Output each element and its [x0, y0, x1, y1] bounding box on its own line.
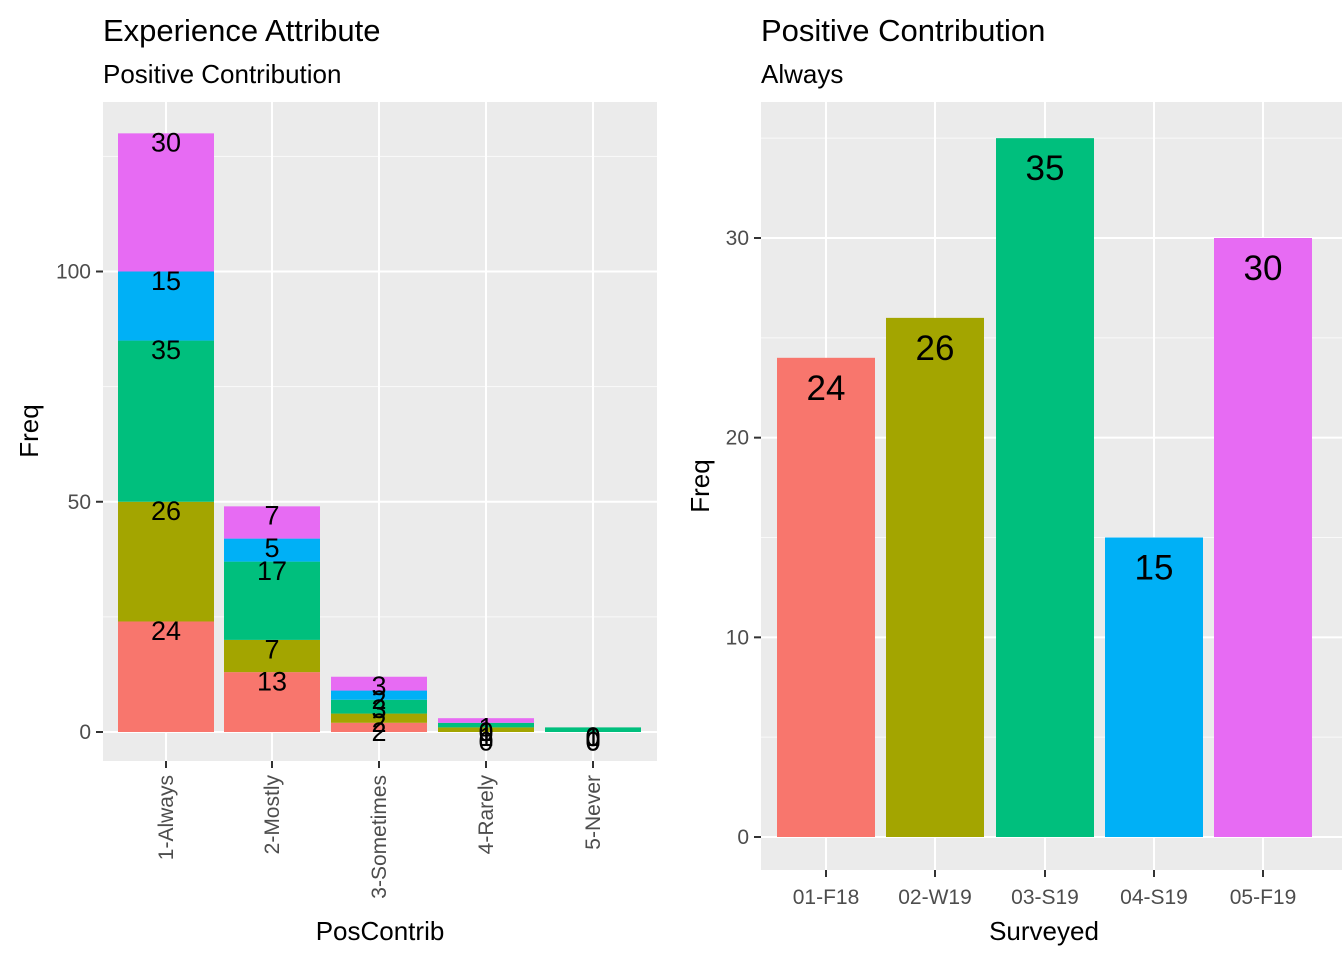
- bar-05-f19: [1214, 238, 1312, 837]
- right-x-tick-label-03-s19: 03-S19: [1011, 886, 1079, 909]
- bar-1-always-03-s19: [118, 340, 214, 502]
- bar-04-s19: [1105, 537, 1203, 837]
- bar-2-mostly-05-f19: [224, 506, 320, 539]
- bar-3-sometimes-04-s19: [331, 690, 427, 700]
- bar-1-always-01-f18: [118, 621, 214, 732]
- right-x-tick-label-02-w19: 02-W19: [898, 886, 972, 909]
- right-chart-title: Positive Contribution: [761, 13, 1045, 48]
- right-data-labels: 24 26 35 15 30: [807, 149, 1283, 587]
- data-label-05-f19: 30: [1244, 249, 1283, 288]
- right-x-axis-title: Surveyed: [989, 916, 1099, 946]
- right-y-tick-label: 0: [737, 826, 749, 849]
- left-x-tick-label-5-never: 5-Never: [582, 775, 605, 850]
- left-chart: Experience Attribute Positive Contributi…: [14, 13, 657, 946]
- bar-2-mostly-03-s19: [224, 561, 320, 640]
- bar-1-always-02-w19: [118, 501, 214, 622]
- bar-1-always-04-s19: [118, 271, 214, 341]
- data-label-2-mostly-05-f19: 7: [264, 501, 279, 531]
- data-label-5-never-04-s19: 0: [585, 722, 600, 752]
- data-label-5-never-02-w19: 0: [585, 726, 600, 756]
- right-y-tick-label: 30: [726, 227, 749, 250]
- left-x-tick-label-3-sometimes: 3-Sometimes: [368, 775, 391, 899]
- data-label-1-always-05-f19: 30: [151, 128, 181, 158]
- data-label-5-never-05-f19: 0: [585, 722, 600, 752]
- left-chart-subtitle: Positive Contribution: [103, 59, 341, 89]
- data-label-3-sometimes-05-f19: 3: [371, 671, 386, 701]
- right-y-axis: 0 10 20 30: [726, 227, 761, 849]
- right-y-tick-label: 20: [726, 427, 749, 450]
- data-label-2-mostly-02-w19: 7: [264, 634, 279, 664]
- left-bars: [118, 133, 641, 732]
- data-label-1-always-02-w19: 26: [151, 496, 181, 526]
- right-x-tick-label-05-f19: 05-F19: [1230, 886, 1297, 909]
- left-y-tick-label: 100: [56, 261, 91, 284]
- data-label-1-always-03-s19: 35: [151, 335, 181, 365]
- bar-03-s19: [996, 138, 1094, 837]
- right-x-axis: 01-F18 02-W19 03-S19 04-S19 05-F19: [793, 870, 1297, 909]
- bar-2-mostly-01-f18: [224, 672, 320, 732]
- data-label-01-f18: 24: [807, 369, 846, 408]
- bar-3-sometimes-03-s19: [331, 699, 427, 714]
- bar-3-sometimes-02-w19: [331, 713, 427, 723]
- data-label-3-sometimes-04-s19: 2: [371, 685, 386, 715]
- bar-02-w19: [886, 317, 984, 837]
- data-label-4-rarely-02-w19: 1: [478, 722, 493, 752]
- bar-4-rarely-03-s19: [438, 722, 534, 728]
- right-x-tick-label-04-s19: 04-S19: [1120, 886, 1188, 909]
- left-x-axis: 1-Always 2-Mostly 3-Sometimes 4-Rarely 5-Nev…: [155, 761, 605, 899]
- data-label-5-never-03-s19: 1: [585, 722, 600, 752]
- data-label-2-mostly-01-f18: 13: [257, 666, 287, 696]
- bar-2-mostly-04-s19: [224, 538, 320, 562]
- left-x-tick-label-4-rarely: 4-Rarely: [475, 775, 498, 855]
- bar-4-rarely-05-f19: [438, 718, 534, 723]
- data-label-4-rarely-04-s19: 0: [478, 717, 493, 747]
- data-label-4-rarely-01-f18: 0: [478, 726, 493, 756]
- data-label-4-rarely-05-f19: 1: [478, 713, 493, 743]
- bar-4-rarely-02-w19: [438, 727, 534, 732]
- data-label-2-mostly-03-s19: 17: [257, 556, 287, 586]
- left-x-axis-title: PosContrib: [316, 916, 445, 946]
- data-label-04-s19: 15: [1135, 549, 1174, 588]
- right-y-tick-label: 10: [726, 626, 749, 649]
- right-x-tick-label-01-f18: 01-F18: [793, 886, 860, 909]
- bar-1-always-05-f19: [118, 133, 214, 272]
- data-label-1-always-04-s19: 15: [151, 266, 181, 296]
- data-label-1-always-01-f18: 24: [151, 616, 181, 646]
- bar-5-never-03-s19: [545, 727, 641, 732]
- bar-2-mostly-02-w19: [224, 639, 320, 673]
- left-y-axis: 0 50 100: [56, 261, 103, 744]
- data-label-3-sometimes-02-w19: 2: [371, 708, 386, 738]
- bar-3-sometimes-05-f19: [331, 676, 427, 691]
- left-x-tick-label-1-always: 1-Always: [155, 775, 178, 860]
- right-bars: [777, 138, 1312, 837]
- right-chart-subtitle: Always: [761, 59, 843, 89]
- right-y-axis-title: Freq: [685, 459, 715, 512]
- left-chart-title: Experience Attribute: [103, 13, 380, 48]
- left-y-axis-title: Freq: [14, 404, 44, 457]
- bar-01-f18: [777, 357, 875, 837]
- left-x-tick-label-2-mostly: 2-Mostly: [261, 775, 284, 855]
- left-y-tick-label: 0: [79, 721, 91, 744]
- data-label-4-rarely-03-s19: 1: [478, 717, 493, 747]
- right-chart: Positive Contribution Always 2426351530 …: [685, 13, 1342, 946]
- data-label-02-w19: 26: [916, 329, 955, 368]
- bar-3-sometimes-01-f18: [331, 722, 427, 732]
- data-label-2-mostly-04-s19: 5: [264, 533, 279, 563]
- data-label-03-s19: 35: [1026, 149, 1065, 188]
- left-y-tick-label: 50: [68, 491, 91, 514]
- data-label-5-never-01-f18: 0: [585, 726, 600, 756]
- data-label-3-sometimes-01-f18: 2: [371, 717, 386, 747]
- data-label-3-sometimes-03-s19: 3: [371, 694, 386, 724]
